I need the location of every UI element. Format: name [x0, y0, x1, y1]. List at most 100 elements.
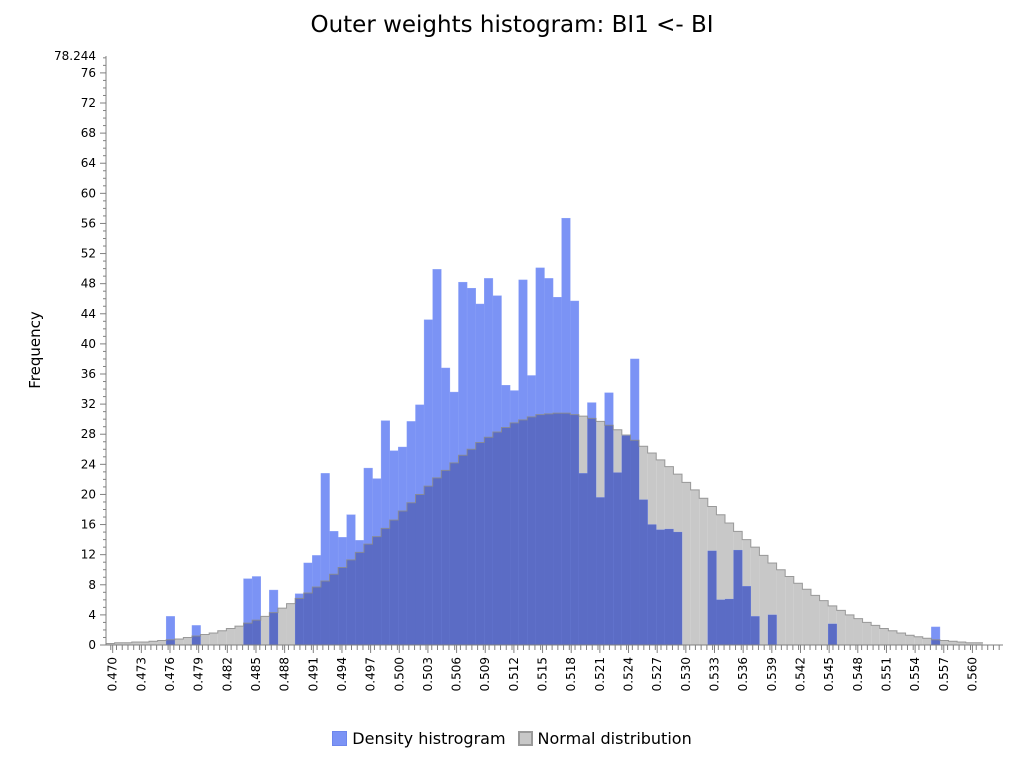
legend-item-normal[interactable]: Normal distribution [517, 729, 692, 748]
normal-swatch-icon [517, 731, 533, 746]
normal-bar [914, 636, 923, 645]
overlap-bar [707, 550, 717, 645]
normal-bar [879, 628, 889, 645]
x-tick-label: 0.494 [335, 657, 349, 691]
x-tick-label: 0.479 [192, 657, 206, 691]
normal-bar [123, 642, 132, 645]
overlap-bar [484, 437, 493, 645]
y-tick-label: 56 [81, 216, 96, 230]
legend: Density histrogram Normal distribution [0, 729, 1024, 748]
x-tick-label: 0.518 [564, 657, 578, 691]
normal-bar [845, 614, 854, 645]
overlap-bar [742, 586, 751, 645]
y-tick-label: 52 [81, 247, 96, 261]
y-tick-label: 60 [81, 186, 96, 200]
normal-bar [871, 625, 880, 645]
overlap-bar [561, 413, 571, 645]
overlap-bar [518, 419, 528, 645]
overlap-bar [398, 511, 407, 645]
overlap-bar [553, 413, 562, 645]
overlap-bar [432, 477, 442, 645]
x-tick-label: 0.485 [249, 657, 263, 691]
y-tick-label: 24 [81, 457, 96, 471]
x-tick-label: 0.497 [364, 657, 378, 691]
normal-bar [776, 569, 786, 645]
x-tick-label: 0.557 [937, 657, 951, 691]
normal-bar [896, 632, 906, 645]
x-tick-label: 0.536 [736, 657, 750, 691]
x-tick-label: 0.560 [965, 657, 979, 691]
normal-bar [209, 632, 218, 645]
overlap-bar [725, 599, 734, 645]
normal-bar [716, 514, 726, 645]
overlap-bar [750, 616, 760, 645]
overlap-bar [587, 418, 597, 645]
y-tick-label: 48 [81, 277, 96, 291]
overlap-bar [312, 587, 321, 645]
overlap-bar [389, 520, 399, 645]
legend-label-normal: Normal distribution [537, 729, 692, 748]
normal-bar [768, 562, 777, 645]
x-tick-label: 0.521 [593, 657, 607, 691]
normal-bar [157, 640, 167, 645]
normal-bar [965, 642, 975, 645]
overlap-bar [639, 499, 648, 645]
overlap-bar [613, 472, 622, 645]
normal-bar [148, 641, 158, 645]
x-axis-ticks: 0.470 0.473 0.476 0.479 0.482 0.485 0.488 0.491… [106, 645, 1000, 691]
overlap-bar [269, 612, 278, 645]
chart-title: Outer weights histogram: BI1 <- BI [310, 12, 714, 38]
overlap-bar [320, 581, 330, 645]
normal-bar [131, 641, 141, 645]
normal-bar [905, 635, 915, 645]
normal-bar [217, 630, 227, 645]
overlap-bar [768, 614, 777, 645]
y-tick-label: 44 [81, 307, 96, 321]
normal-bar [948, 641, 958, 645]
y-tick-label: 0 [88, 638, 96, 652]
overlap-bar [535, 414, 545, 645]
normal-bar [114, 642, 124, 645]
legend-label-density: Density histrogram [352, 729, 506, 748]
overlap-bar [415, 494, 425, 645]
overlap-bar [329, 574, 339, 645]
normal-bar [106, 643, 115, 645]
overlap-bar [656, 529, 665, 645]
normal-bar [785, 576, 794, 645]
overlap-bar [931, 639, 940, 645]
overlap-bar [406, 502, 416, 645]
y-tick-label: 16 [81, 518, 96, 532]
x-tick-label: 0.503 [421, 657, 435, 691]
x-tick-label: 0.524 [622, 657, 636, 691]
overlap-bar [449, 462, 459, 645]
normal-bar [750, 547, 760, 645]
normal-bar [819, 600, 829, 645]
y-tick-label: 4 [88, 608, 96, 622]
normal-bar [690, 489, 700, 645]
legend-item-density[interactable]: Density histrogram [332, 729, 506, 748]
overlap-bar [458, 455, 468, 645]
y-tick-label: 28 [81, 427, 96, 441]
normal-distribution-outline [105, 412, 983, 645]
overlap-bar [191, 635, 201, 645]
x-tick-label: 0.533 [708, 657, 722, 691]
overlap-bar [166, 639, 175, 645]
x-tick-label: 0.482 [220, 657, 234, 691]
x-tick-label: 0.551 [879, 657, 893, 691]
normal-bar [140, 641, 149, 645]
x-tick-label: 0.545 [822, 657, 836, 691]
y-tick-label: 76 [81, 66, 96, 80]
normal-bar [200, 634, 210, 645]
overlap-bar [578, 473, 588, 645]
y-tick-label: 40 [81, 337, 96, 351]
normal-bar [793, 583, 803, 645]
overlap-bar [355, 552, 364, 645]
overlap-bar [501, 427, 511, 645]
x-tick-label: 0.515 [536, 657, 550, 691]
overlap-bar [733, 550, 743, 645]
x-tick-label: 0.476 [163, 657, 177, 691]
overlap-bar [596, 497, 605, 645]
y-tick-label: 12 [81, 548, 96, 562]
overlap-bar [467, 449, 476, 645]
overlap-bar [510, 422, 519, 645]
